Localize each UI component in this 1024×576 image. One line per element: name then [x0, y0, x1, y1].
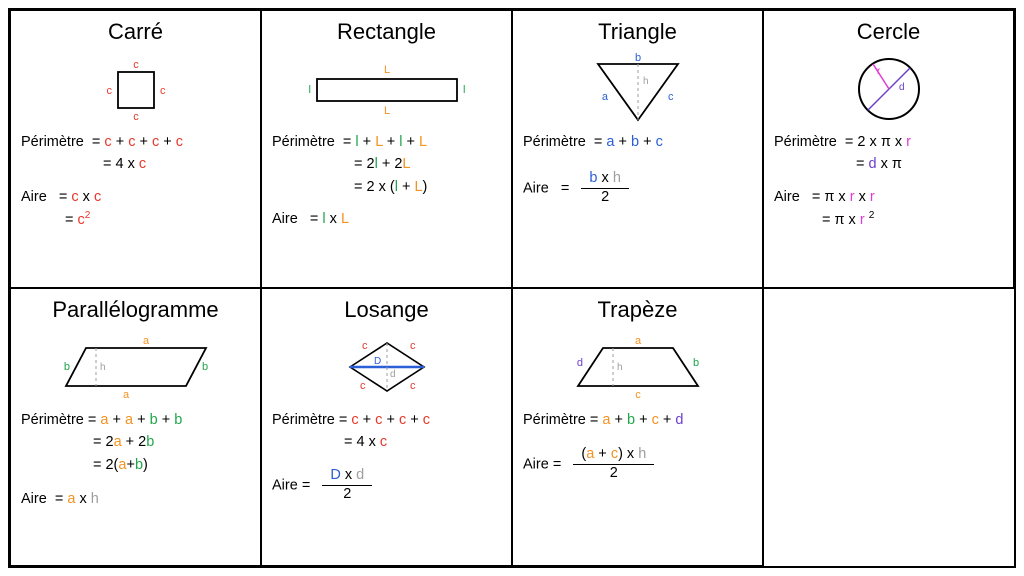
title-cercle: Cercle	[774, 19, 1003, 45]
svg-text:h: h	[100, 362, 106, 373]
circle-icon: r d	[829, 50, 949, 128]
cell-triangle: Triangle b a c h Périmètre = a + b + c A…	[512, 10, 763, 288]
figure-parallelogramme: a a b b h	[21, 327, 250, 407]
svg-text:L: L	[383, 105, 389, 117]
svg-text:c: c	[362, 340, 368, 352]
rectangle-icon: L L l l	[287, 57, 487, 122]
rhombus-icon: c c c c D d	[302, 331, 472, 403]
svg-text:c: c	[668, 91, 674, 103]
formulas-parallelogramme: Périmètre = a + a + b + b = 2a + 2b = 2(…	[21, 409, 250, 511]
figure-rectangle: L L l l	[272, 49, 501, 129]
trapezoid-icon: a c d b h	[543, 332, 733, 402]
formulas-cercle: Périmètre = 2 x π x r = d x π Aire = π x…	[774, 131, 1003, 232]
svg-text:c: c	[160, 85, 166, 97]
figure-triangle: b a c h	[523, 49, 752, 129]
svg-text:l: l	[463, 84, 465, 96]
formulas-trapeze: Périmètre = a + b + c + d Aire = (a + c)…	[523, 409, 752, 482]
svg-text:c: c	[410, 380, 416, 392]
svg-text:c: c	[133, 59, 139, 71]
title-parallelogramme: Parallélogramme	[21, 297, 250, 323]
svg-text:c: c	[410, 340, 416, 352]
formulas-carre: Périmètre = c + c + c + c = 4 x c Aire =…	[21, 131, 250, 232]
figure-losange: c c c c D d	[272, 327, 501, 407]
svg-text:c: c	[635, 389, 641, 401]
svg-text:d: d	[899, 82, 905, 93]
svg-text:c: c	[360, 380, 366, 392]
cell-trapeze: Trapèze a c d b h Périmètre = a + b + c …	[512, 288, 763, 566]
parallelogram-icon: a a b b h	[36, 332, 236, 402]
title-carre: Carré	[21, 19, 250, 45]
figure-carre: c c c c	[21, 49, 250, 129]
svg-text:l: l	[308, 84, 310, 96]
svg-text:d: d	[576, 357, 582, 369]
svg-text:b: b	[693, 357, 699, 369]
figure-trapeze: a c d b h	[523, 327, 752, 407]
svg-text:h: h	[617, 362, 623, 373]
svg-text:b: b	[202, 361, 208, 373]
triangle-icon: b a c h	[558, 50, 718, 128]
cell-empty	[763, 288, 1014, 566]
geometry-formula-grid: Carré c c c c Périmètre = c + c + c + c …	[8, 8, 1016, 568]
square-icon: c c c c	[76, 54, 196, 124]
title-trapeze: Trapèze	[523, 297, 752, 323]
svg-text:c: c	[106, 85, 112, 97]
svg-text:b: b	[634, 52, 640, 64]
svg-text:c: c	[133, 111, 139, 123]
formulas-rectangle: Périmètre = l + L + l + L = 2l + 2L = 2 …	[272, 131, 501, 231]
cell-cercle: Cercle r d Périmètre = 2 x π x r = d x π…	[763, 10, 1014, 288]
svg-text:L: L	[383, 64, 389, 76]
svg-text:d: d	[390, 369, 396, 380]
svg-text:D: D	[374, 356, 381, 367]
title-losange: Losange	[272, 297, 501, 323]
svg-text:h: h	[643, 76, 649, 87]
figure-cercle: r d	[774, 49, 1003, 129]
formulas-losange: Périmètre = c + c + c + c = 4 x c Aire =…	[272, 409, 501, 503]
cell-rectangle: Rectangle L L l l Périmètre = l + L + l …	[261, 10, 512, 288]
svg-text:a: a	[634, 335, 641, 347]
svg-text:a: a	[142, 335, 149, 347]
cell-parallelogramme: Parallélogramme a a b b h Périmètre = a …	[10, 288, 261, 566]
formulas-triangle: Périmètre = a + b + c Aire = b x h 2	[523, 131, 752, 206]
title-rectangle: Rectangle	[272, 19, 501, 45]
svg-text:a: a	[122, 389, 129, 401]
cell-losange: Losange c c c c D d Périmètre = c + c + …	[261, 288, 512, 566]
svg-text:b: b	[63, 361, 69, 373]
svg-text:a: a	[601, 91, 608, 103]
cell-carre: Carré c c c c Périmètre = c + c + c + c …	[10, 10, 261, 288]
title-triangle: Triangle	[523, 19, 752, 45]
